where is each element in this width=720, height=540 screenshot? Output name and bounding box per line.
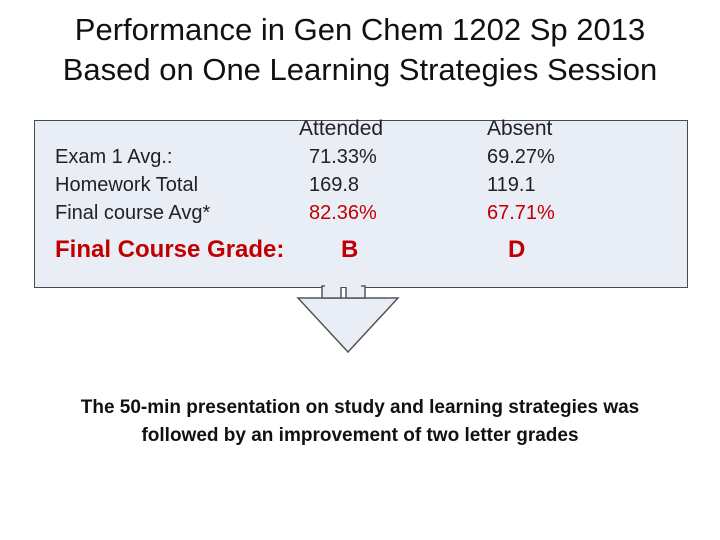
absent-header: Absent — [487, 117, 553, 140]
row-label-homework: Homework Total — [55, 174, 199, 196]
absent-grade: D — [508, 236, 526, 263]
absent-final-avg: 67.71% — [487, 202, 555, 224]
attended-header: Attended — [299, 117, 384, 140]
summary-line-1: The 50-min presentation on study and lea… — [80, 397, 640, 418]
absent-homework: 119.1 — [487, 174, 536, 196]
absent-exam1: 69.27% — [487, 146, 555, 168]
summary-text: The 50-min presentation on study and lea… — [0, 394, 720, 450]
final-grade-label: Final Course Grade: — [55, 236, 285, 263]
attended-grade: B — [341, 236, 359, 263]
row-label-exam1: Exam 1 Avg.: — [55, 146, 173, 168]
attended-homework: 169.8 — [309, 174, 360, 196]
results-box — [34, 120, 688, 288]
attended-final-avg: 82.36% — [309, 202, 377, 224]
title-line-2: Based on One Learning Strategies Session — [62, 52, 658, 87]
page-title: Performance in Gen Chem 1202 Sp 2013 Bas… — [0, 10, 720, 90]
title-line-1: Performance in Gen Chem 1202 Sp 2013 — [74, 12, 646, 47]
row-label-final-avg: Final course Avg* — [55, 202, 211, 224]
summary-line-2: followed by an improvement of two letter… — [141, 425, 579, 446]
attended-exam1: 71.33% — [309, 146, 377, 168]
row-labels: Exam 1 Avg.: Homework Total Final course… — [55, 143, 210, 227]
